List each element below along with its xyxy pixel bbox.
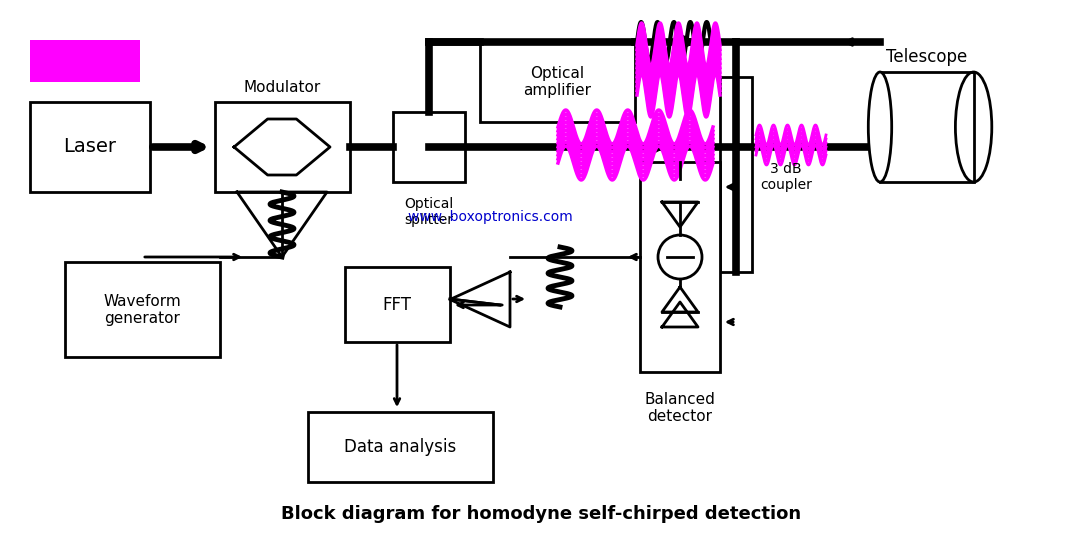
Text: Block diagram for homodyne self-chirped detection: Block diagram for homodyne self-chirped … <box>281 505 801 523</box>
Bar <box>30 40 140 82</box>
Text: FFT: FFT <box>383 296 411 314</box>
Bar <box>215 102 349 192</box>
Text: www. boxoptronics.com: www. boxoptronics.com <box>408 210 572 224</box>
Bar <box>30 102 150 192</box>
Text: Optical
splitter: Optical splitter <box>405 197 453 227</box>
Bar <box>480 42 635 122</box>
Text: Modulator: Modulator <box>243 80 320 95</box>
Bar <box>308 412 493 482</box>
Text: Data analysis: Data analysis <box>344 438 457 456</box>
Text: Waveform
generator: Waveform generator <box>103 294 181 326</box>
Text: Balanced
detector: Balanced detector <box>645 392 715 424</box>
Bar <box>880 72 974 182</box>
Bar <box>720 77 752 272</box>
Bar <box>393 112 465 182</box>
Text: 3 dB
coupler: 3 dB coupler <box>760 162 812 192</box>
Text: Optical
amplifier: Optical amplifier <box>523 66 591 98</box>
Bar <box>345 267 450 342</box>
Bar <box>65 262 220 357</box>
Text: Laser: Laser <box>64 138 117 157</box>
Bar <box>639 162 720 372</box>
Ellipse shape <box>868 72 892 182</box>
Text: Telescope: Telescope <box>886 48 967 66</box>
